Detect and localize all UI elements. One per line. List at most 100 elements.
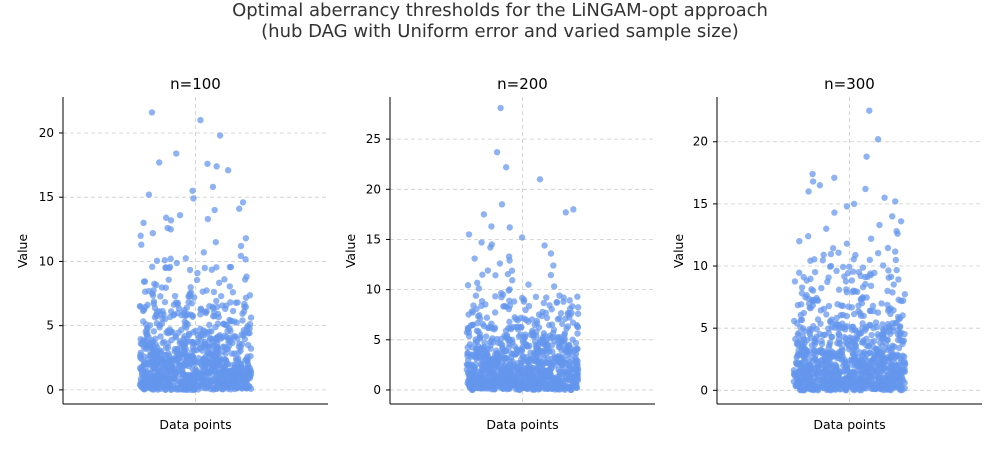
data-point [541,242,548,249]
data-point [464,352,471,360]
data-point [472,336,479,343]
data-point [820,305,828,312]
data-point [247,345,255,352]
data-point [818,347,825,354]
data-point [242,256,249,263]
data-point [173,356,180,363]
data-point [525,378,533,386]
data-point [558,337,566,344]
data-point [897,218,905,225]
data-point [835,321,842,329]
data-point [512,365,520,372]
data-point [242,357,249,364]
figure-title-line1: Optimal aberrancy thresholds for the LiN… [232,0,768,21]
data-point [246,329,253,337]
data-point [889,213,896,220]
data-point [494,357,501,365]
data-point [879,321,886,328]
data-point [883,386,890,393]
data-point [881,356,888,363]
data-point [823,225,830,232]
panel-3-ylabel: Value [671,234,686,269]
data-point [506,297,513,304]
data-point [557,310,565,317]
data-point [893,266,900,274]
data-point [506,286,513,293]
data-point [246,292,254,299]
data-point [148,362,156,369]
data-point [525,302,533,310]
data-point [823,311,830,318]
data-point [884,321,892,328]
data-point [798,316,806,324]
data-point [828,353,835,361]
panel-2-title: n=200 [497,75,548,93]
data-point [167,255,174,262]
data-point [517,331,524,338]
data-point [160,338,168,345]
data-point [498,201,506,208]
data-point [215,313,222,321]
data-point [229,383,236,391]
data-point [144,325,151,333]
data-point [539,350,546,358]
data-point [464,282,472,289]
data-point [180,345,188,353]
data-point [490,374,497,381]
data-point [901,291,909,298]
data-point [237,242,245,250]
data-point [863,294,870,301]
data-point [140,377,147,384]
data-point [231,318,238,325]
data-point [890,281,897,288]
data-point [162,264,169,272]
data-point [148,386,156,393]
data-point [465,371,472,378]
data-point [212,374,219,382]
data-point [201,308,209,315]
data-point [506,382,513,390]
data-point [162,384,169,392]
panel-2: n=200 Data points Value 0 5 10 15 20 25 [343,75,655,432]
data-point [470,376,478,383]
data-point [827,370,835,378]
data-point [194,269,201,277]
data-point [562,349,569,356]
y-tick-label: 5 [46,319,54,333]
data-point [152,373,159,380]
data-point [210,386,217,393]
data-point [548,321,556,328]
data-point [239,310,246,317]
data-point [237,252,245,260]
data-point [510,298,518,305]
data-point [157,293,164,300]
data-point [227,263,235,271]
data-point [506,257,513,264]
data-point [807,304,814,312]
data-point [870,338,878,345]
data-point [223,345,231,353]
data-point [570,375,577,382]
data-point [526,365,533,373]
data-point [519,352,527,360]
data-point [514,385,521,393]
data-point [473,327,481,334]
data-point [540,340,547,347]
data-point [514,377,522,384]
data-point [805,351,812,358]
data-point [858,300,866,307]
data-point [811,256,818,263]
data-point [799,325,807,332]
data-point [798,344,806,351]
data-point [892,198,899,205]
data-point [212,323,219,331]
data-point [204,160,211,167]
panel-2-plot: 0 5 10 15 20 25 [366,97,655,405]
data-point [863,153,870,160]
data-point [863,341,870,349]
data-point [215,279,223,287]
data-point [182,378,189,385]
data-point [217,292,225,300]
figure-title-line2: (hub DAG with Uniform error and varied s… [261,21,739,42]
